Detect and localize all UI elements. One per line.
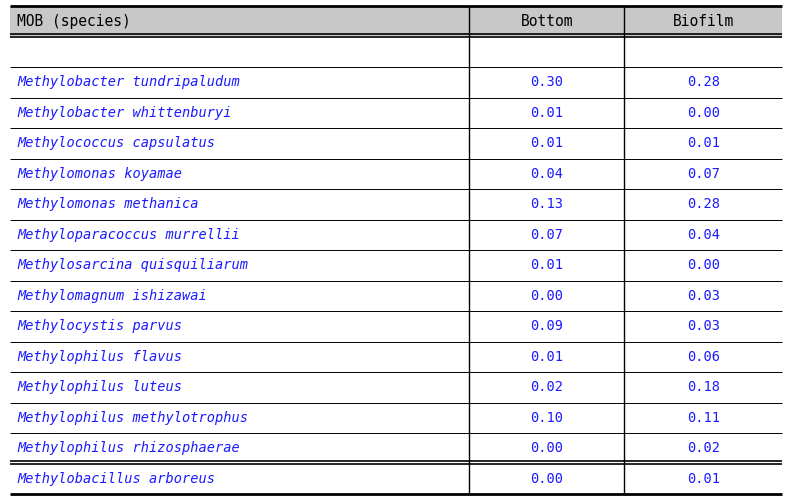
Bar [10, 433, 782, 464]
Text: 0.01: 0.01 [687, 472, 720, 486]
Text: 0.00: 0.00 [687, 258, 720, 272]
Text: 0.09: 0.09 [530, 320, 563, 333]
Bar [10, 372, 782, 402]
Text: 0.30: 0.30 [530, 76, 563, 90]
Bar [10, 311, 782, 342]
Bar [10, 6, 782, 36]
Text: Methylocystis parvus: Methylocystis parvus [17, 320, 182, 333]
Text: 0.03: 0.03 [687, 288, 720, 302]
Text: Methylophilus rhizosphaerae: Methylophilus rhizosphaerae [17, 442, 240, 455]
Text: 0.28: 0.28 [687, 198, 720, 211]
Text: Methylobacillus arboreus: Methylobacillus arboreus [17, 472, 215, 486]
Text: Methylomagnum ishizawai: Methylomagnum ishizawai [17, 288, 208, 302]
Text: Biofilm: Biofilm [672, 14, 734, 28]
Text: Methylophilus flavus: Methylophilus flavus [17, 350, 182, 364]
Bar [10, 98, 782, 128]
Text: 0.00: 0.00 [687, 106, 720, 120]
Text: 0.01: 0.01 [687, 136, 720, 150]
Text: Methyloparacoccus murrellii: Methyloparacoccus murrellii [17, 228, 240, 242]
Text: 0.02: 0.02 [530, 380, 563, 394]
Text: Bottom: Bottom [520, 14, 573, 28]
Text: 0.06: 0.06 [687, 350, 720, 364]
Text: 0.07: 0.07 [530, 228, 563, 242]
Bar [10, 220, 782, 250]
Bar [10, 342, 782, 372]
Bar [10, 464, 782, 494]
Bar [10, 158, 782, 189]
Text: 0.10: 0.10 [530, 411, 563, 424]
Text: 0.28: 0.28 [687, 76, 720, 90]
Text: 0.01: 0.01 [530, 258, 563, 272]
Text: 0.11: 0.11 [687, 411, 720, 424]
Bar [10, 67, 782, 98]
Text: Methylomonas koyamae: Methylomonas koyamae [17, 166, 182, 180]
Text: Methylophilus methylotrophus: Methylophilus methylotrophus [17, 411, 249, 424]
Bar [10, 189, 782, 220]
Text: Methylosarcina quisquiliarum: Methylosarcina quisquiliarum [17, 258, 249, 272]
Text: 0.04: 0.04 [530, 166, 563, 180]
Bar [10, 250, 782, 280]
Text: 0.07: 0.07 [687, 166, 720, 180]
Text: Methylomonas methanica: Methylomonas methanica [17, 198, 199, 211]
Text: 0.03: 0.03 [687, 320, 720, 333]
Text: Methylophilus luteus: Methylophilus luteus [17, 380, 182, 394]
Text: 0.18: 0.18 [687, 380, 720, 394]
Text: 0.00: 0.00 [530, 472, 563, 486]
Text: Methylobacter tundripaludum: Methylobacter tundripaludum [17, 76, 240, 90]
Text: 0.13: 0.13 [530, 198, 563, 211]
Text: 0.04: 0.04 [687, 228, 720, 242]
Bar [10, 280, 782, 311]
Text: 0.01: 0.01 [530, 350, 563, 364]
Text: Methylococcus capsulatus: Methylococcus capsulatus [17, 136, 215, 150]
Text: MOB (species): MOB (species) [17, 14, 131, 28]
Text: 0.01: 0.01 [530, 136, 563, 150]
Bar [10, 402, 782, 433]
Text: 0.00: 0.00 [530, 288, 563, 302]
Text: Methylobacter whittenburyi: Methylobacter whittenburyi [17, 106, 232, 120]
Text: 0.00: 0.00 [530, 442, 563, 455]
Text: 0.01: 0.01 [530, 106, 563, 120]
Bar [10, 128, 782, 158]
Bar [10, 36, 782, 67]
Text: 0.02: 0.02 [687, 442, 720, 455]
